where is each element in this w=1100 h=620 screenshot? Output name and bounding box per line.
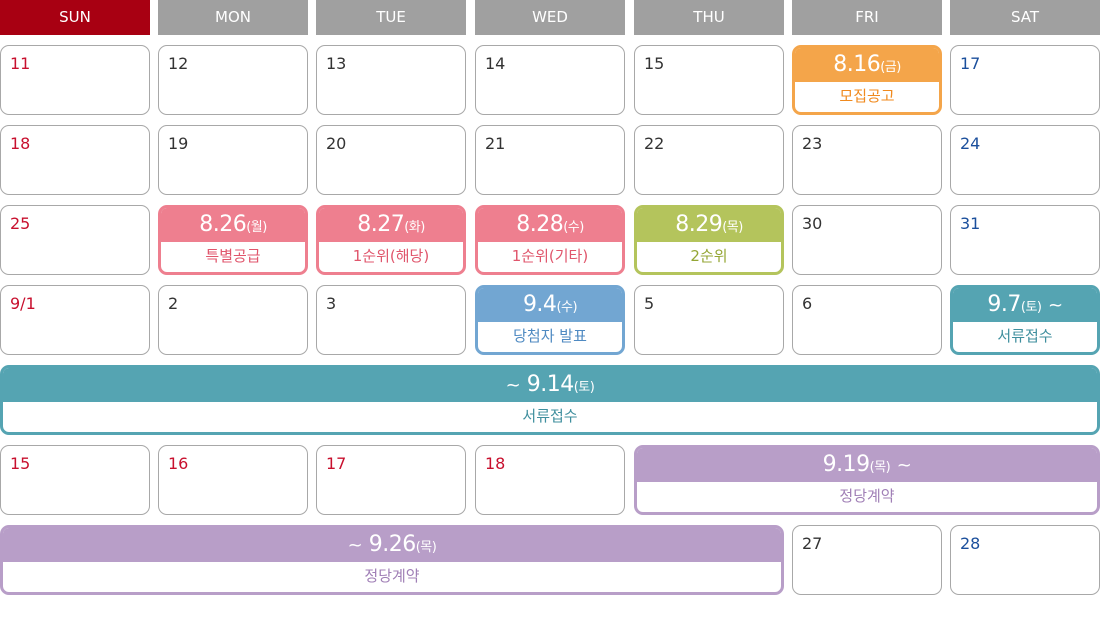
day-cell[interactable]: 24 [950,125,1100,195]
day-cell[interactable]: 17 [316,445,466,515]
event-label: 정당계약 [364,567,420,585]
event-label: 정당계약 [839,487,895,505]
event-date: ~ 9.26(목) [3,528,781,562]
day-cell[interactable]: 17 [950,45,1100,115]
event-recruit-notice[interactable]: 8.16(금) 모집공고 [792,45,942,115]
day-number: 23 [802,134,823,153]
day-number: 30 [802,214,823,233]
day-number: 24 [960,134,981,153]
day-number: 22 [644,134,665,153]
day-number: 28 [960,534,981,553]
day-cell[interactable]: 18 [475,445,625,515]
event-label: 모집공고 [839,87,895,105]
event-first-priority-local[interactable]: 8.27(화) 1순위(해당) [316,205,466,275]
event-documents-end[interactable]: ~ 9.14(토) 서류접수 [0,365,1100,435]
event-special-supply[interactable]: 8.26(월) 특별공급 [158,205,308,275]
event-date: 9.7(토) ~ [953,288,1097,322]
day-number: 25 [10,214,31,233]
day-cell[interactable]: 30 [792,205,942,275]
day-number: 14 [485,54,506,73]
header-thu: THU [634,0,784,35]
day-number: 31 [960,214,981,233]
day-number: 11 [10,54,31,73]
event-first-priority-other[interactable]: 8.28(수) 1순위(기타) [475,205,625,275]
event-second-priority[interactable]: 8.29(목) 2순위 [634,205,784,275]
event-label: 특별공급 [205,247,261,265]
day-number: 15 [644,54,665,73]
day-cell[interactable]: 11 [0,45,150,115]
event-winner-announcement[interactable]: 9.4(수) 당첨자 발표 [475,285,625,355]
day-cell[interactable]: 12 [158,45,308,115]
header-tue: TUE [316,0,466,35]
day-number: 12 [168,54,189,73]
day-cell[interactable]: 15 [0,445,150,515]
header-mon: MON [158,0,308,35]
day-cell[interactable]: 14 [475,45,625,115]
event-date: 8.27(화) [319,208,463,242]
event-date: 9.4(수) [478,288,622,322]
event-date: 9.19(목) ~ [637,448,1097,482]
day-cell[interactable]: 31 [950,205,1100,275]
event-date: 8.28(수) [478,208,622,242]
event-contract-start[interactable]: 9.19(목) ~ 정당계약 [634,445,1100,515]
day-cell[interactable]: 23 [792,125,942,195]
day-number: 27 [802,534,823,553]
day-cell[interactable]: 27 [792,525,942,595]
day-cell[interactable]: 9/1 [0,285,150,355]
day-cell[interactable]: 28 [950,525,1100,595]
day-cell[interactable]: 3 [316,285,466,355]
day-cell[interactable]: 18 [0,125,150,195]
event-label: 2순위 [690,247,728,265]
event-contract-end[interactable]: ~ 9.26(목) 정당계약 [0,525,784,595]
day-number: 18 [485,454,506,473]
day-number: 20 [326,134,347,153]
event-label: 서류접수 [522,407,578,425]
day-number: 6 [802,294,813,313]
event-label: 1순위(기타) [511,247,589,265]
day-cell[interactable]: 2 [158,285,308,355]
day-number: 18 [10,134,31,153]
day-number: 19 [168,134,189,153]
day-cell[interactable]: 20 [316,125,466,195]
day-number: 17 [326,454,347,473]
event-date: 8.26(월) [161,208,305,242]
day-cell[interactable]: 21 [475,125,625,195]
day-cell[interactable]: 15 [634,45,784,115]
event-label: 당첨자 발표 [513,327,587,345]
header-wed: WED [475,0,625,35]
day-number: 16 [168,454,189,473]
header-fri: FRI [792,0,942,35]
day-cell[interactable]: 19 [158,125,308,195]
day-number: 5 [644,294,655,313]
day-cell[interactable]: 22 [634,125,784,195]
day-number: 9/1 [10,294,36,313]
event-label: 1순위(해당) [352,247,430,265]
day-cell[interactable]: 6 [792,285,942,355]
event-date: 8.29(목) [637,208,781,242]
day-cell[interactable]: 13 [316,45,466,115]
header-sun: SUN [0,0,150,35]
day-number: 3 [326,294,337,313]
event-date: 8.16(금) [795,48,939,82]
event-label: 서류접수 [997,327,1053,345]
event-date: ~ 9.14(토) [3,368,1097,402]
day-number: 13 [326,54,347,73]
day-number: 2 [168,294,179,313]
day-cell[interactable]: 16 [158,445,308,515]
day-number: 17 [960,54,981,73]
header-sat: SAT [950,0,1100,35]
event-documents-start[interactable]: 9.7(토) ~ 서류접수 [950,285,1100,355]
day-cell[interactable]: 5 [634,285,784,355]
day-number: 15 [10,454,31,473]
day-number: 21 [485,134,506,153]
day-cell[interactable]: 25 [0,205,150,275]
